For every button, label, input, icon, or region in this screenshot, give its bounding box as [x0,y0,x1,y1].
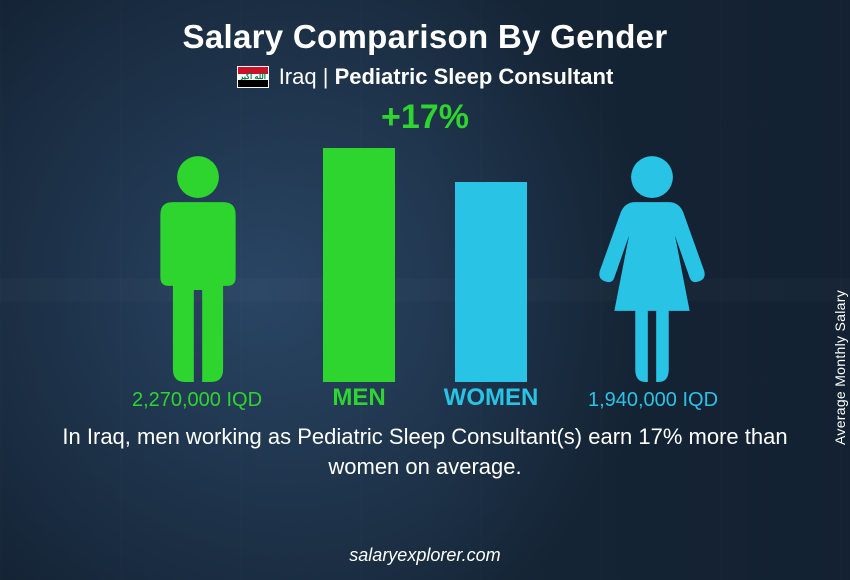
page-title: Salary Comparison By Gender [183,18,668,56]
subtitle-row: الله اكبر Iraq | Pediatric Sleep Consult… [237,64,614,90]
y-axis-label: Average Monthly Salary [832,290,848,445]
women-salary-value: 1,940,000 IQD [553,389,753,412]
men-bar-label: MEN [299,384,419,412]
women-bar [455,182,527,382]
subtitle-text: Iraq | Pediatric Sleep Consultant [279,64,614,90]
flag-band-white: الله اكبر [238,74,268,81]
comparison-chart: +17% MEN WOMEN 2,270,000 IQD 1,940,000 I… [85,98,765,418]
iraq-flag-icon: الله اكبر [237,66,269,88]
men-bar [323,148,395,382]
male-person-icon [133,152,263,382]
subtitle-separator: | [317,64,335,89]
description-text: In Iraq, men working as Pediatric Sleep … [35,422,815,481]
female-person-icon [587,152,717,382]
women-bar-label: WOMEN [431,384,551,412]
subtitle-job: Pediatric Sleep Consultant [335,64,614,89]
flag-band-black [238,80,268,87]
footer-source: salaryexplorer.com [0,545,850,566]
men-salary-value: 2,270,000 IQD [97,389,297,412]
infographic-content: Salary Comparison By Gender الله اكبر Ir… [0,0,850,580]
delta-label: +17% [381,98,469,137]
subtitle-country: Iraq [279,64,317,89]
